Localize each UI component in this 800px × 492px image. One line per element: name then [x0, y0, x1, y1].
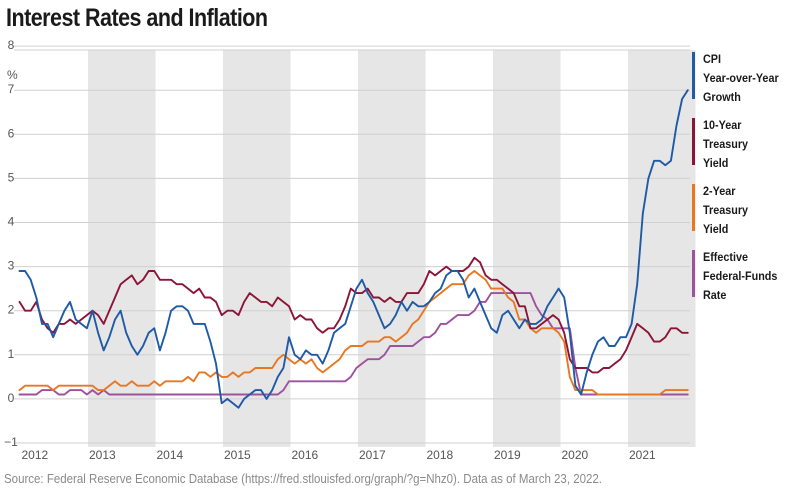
y-tick-label: −1: [4, 435, 18, 449]
legend-label-cpi: CPI Year-over-Year Growth: [703, 52, 779, 104]
legend-label-2y: 2-Year Treasury Yield: [703, 184, 749, 236]
series-line-0: [18, 89, 689, 409]
legend-swatch-fedfunds: [692, 250, 695, 297]
legend-swatch-cpi: [692, 52, 695, 99]
y-tick-label: 0: [8, 391, 15, 405]
x-axis: 2012 2013 2014 2015 2016 2017 2018 2019 2020 2021: [22, 448, 657, 462]
x-tick-label: 2015: [224, 448, 251, 462]
y-tick-label: 5: [8, 170, 15, 184]
legend-item-10y: 10-Year Treasury Yield: [692, 116, 796, 173]
legend-swatch-10y: [692, 118, 695, 165]
y-axis-unit: %: [7, 68, 18, 82]
x-tick-label: 2020: [562, 448, 589, 462]
y-tick-label: 8: [8, 38, 15, 52]
series-line-2: [18, 270, 689, 396]
shade-band-2015: [223, 50, 291, 447]
y-axis: −1 0 1 2 3 4 5 6 7 8: [4, 38, 18, 449]
y-tick-label: 2: [8, 303, 15, 317]
legend-item-fedfunds: Effective Federal-Funds Rate: [692, 248, 796, 305]
y-tick-label: 1: [8, 347, 15, 361]
chart-title: Interest Rates and Inflation: [6, 4, 268, 32]
y-tick-label: 3: [8, 259, 15, 273]
shade-band-2021: [628, 50, 696, 447]
x-tick-label: 2021: [629, 448, 656, 462]
shade-band-2019: [493, 50, 561, 447]
series-lines: [18, 89, 689, 409]
x-tick-label: 2018: [427, 448, 454, 462]
shade-band-2013: [88, 50, 156, 447]
x-tick-label: 2019: [494, 448, 521, 462]
shade-band-2017: [358, 50, 426, 447]
legend-label-10y: 10-Year Treasury Yield: [703, 118, 749, 170]
x-tick-label: 2014: [157, 448, 184, 462]
source-note: Source: Federal Reserve Economic Databas…: [4, 472, 602, 486]
legend-item-cpi: CPI Year-over-Year Growth: [692, 50, 796, 107]
legend-item-2y: 2-Year Treasury Yield: [692, 182, 796, 239]
year-shading: [88, 50, 696, 447]
y-tick-label: 6: [8, 126, 15, 140]
x-tick-label: 2016: [292, 448, 319, 462]
gridlines: [14, 45, 690, 444]
series-line-1: [18, 256, 689, 374]
legend-label-fedfunds: Effective Federal-Funds Rate: [703, 250, 778, 302]
x-tick-label: 2013: [89, 448, 116, 462]
legend-swatch-2y: [692, 184, 695, 231]
x-tick-label: 2012: [22, 448, 49, 462]
y-tick-label: 4: [8, 215, 15, 229]
x-tick-label: 2017: [359, 448, 386, 462]
legend: CPI Year-over-Year Growth 10-Year Treasu…: [692, 50, 796, 314]
series-line-3: [18, 292, 689, 396]
y-tick-label: 7: [8, 82, 15, 96]
